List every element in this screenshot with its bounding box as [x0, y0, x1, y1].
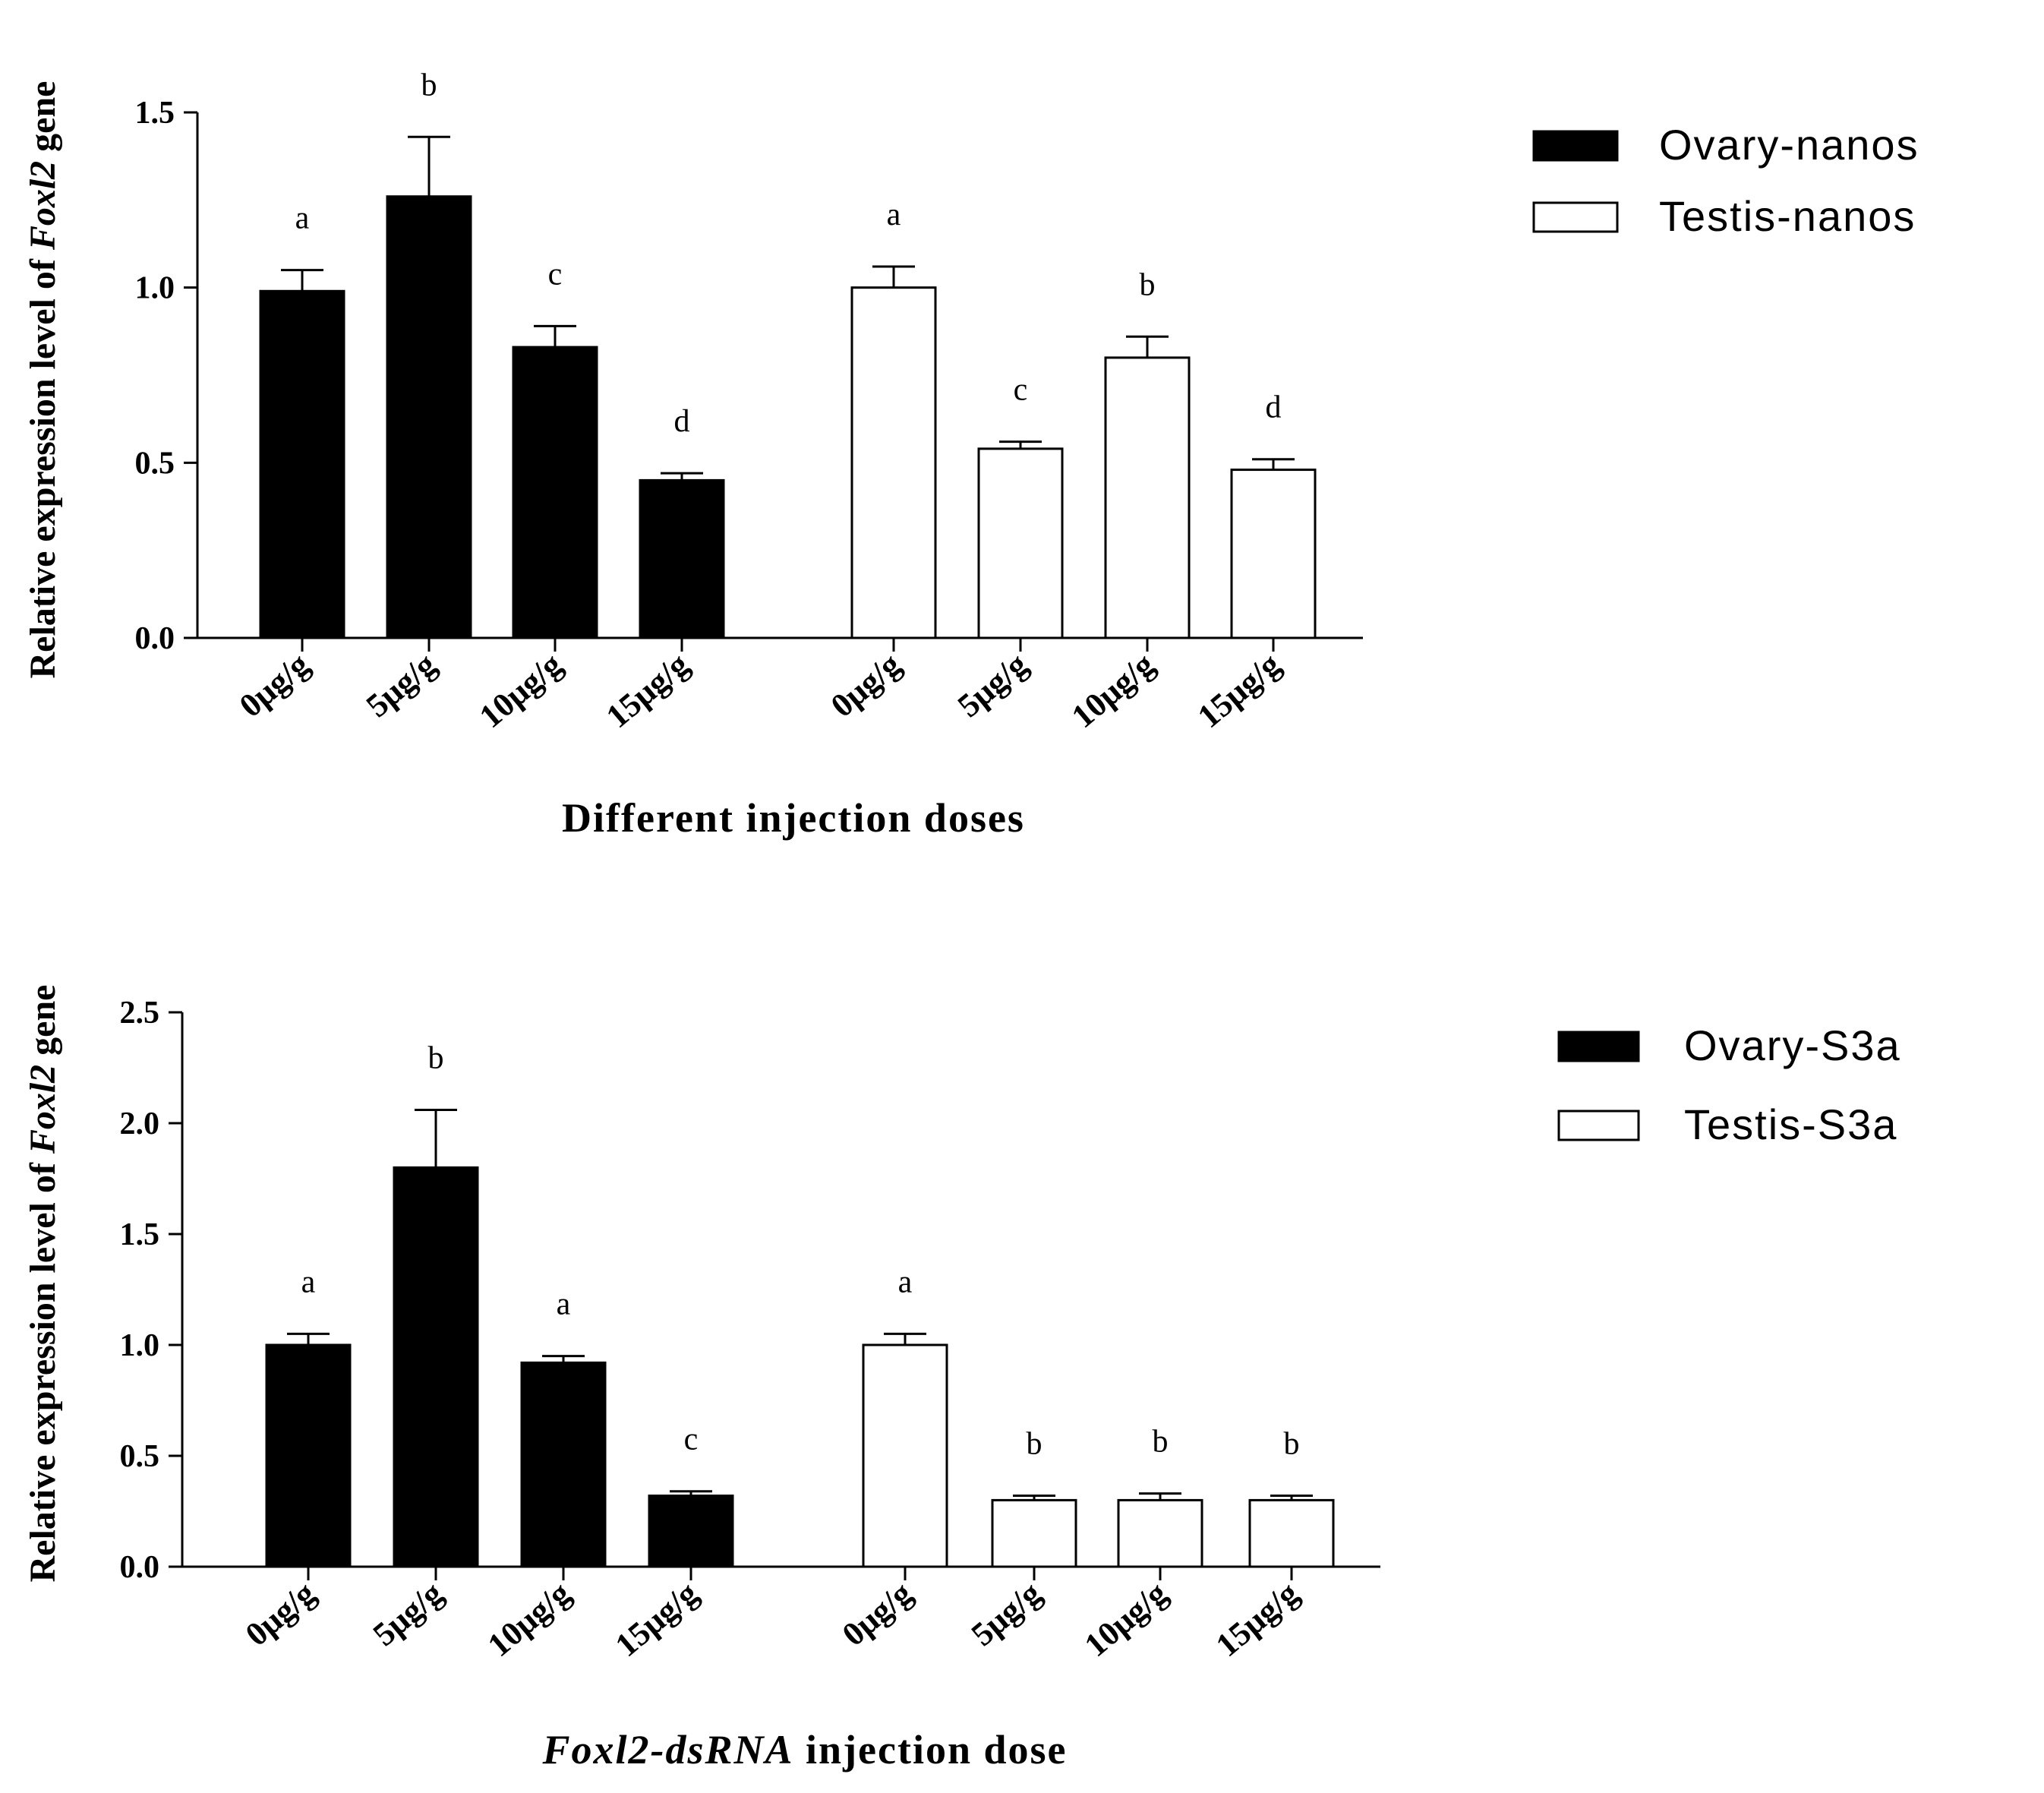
- y-tick-label: 0.0: [135, 621, 175, 656]
- legend-label: Testis-S3a: [1684, 1100, 1897, 1148]
- x-tick-label: 15μg/g: [608, 1574, 705, 1664]
- legend-label: Testis-nanos: [1659, 192, 1916, 240]
- x-tick-label: 10μg/g: [1065, 646, 1161, 735]
- significance-letter: a: [898, 1264, 913, 1299]
- significance-letter: a: [301, 1264, 316, 1299]
- significance-letter: a: [295, 201, 310, 236]
- bar-testis-s3a: [991, 1498, 1077, 1568]
- x-tick-label: 5μg/g: [366, 1574, 450, 1653]
- legend-swatch-ovary-nanos: [1532, 130, 1619, 162]
- bar-testis-s3a: [1248, 1498, 1335, 1568]
- x-axis-label-part: injection dose: [794, 1727, 1068, 1772]
- legend-label: Ovary-S3a: [1684, 1021, 1901, 1069]
- y-tick-label: 1.5: [120, 1217, 160, 1252]
- bar-testis-s3a: [862, 1343, 948, 1568]
- legend-label: Ovary-nanos: [1659, 121, 1919, 169]
- y-axis-label: Relative expression level of Foxl2 gene: [23, 985, 63, 1583]
- bar-ovary-nanos: [639, 478, 725, 639]
- significance-letter: a: [557, 1287, 571, 1322]
- x-tick-label: 0μg/g: [824, 646, 908, 724]
- significance-letter: b: [1284, 1427, 1300, 1462]
- x-tick-label: 5μg/g: [951, 646, 1035, 724]
- y-tick-label: 1.0: [135, 271, 175, 306]
- bar-ovary-s3a: [265, 1343, 352, 1568]
- bar-testis-nanos: [850, 286, 937, 639]
- y-tick-label: 0.5: [135, 446, 175, 481]
- y-axis-label: Relative expression level of Foxl2 gene: [23, 81, 63, 679]
- x-tick-label: 15μg/g: [1191, 646, 1287, 735]
- x-axis-label-part: Foxl2-dsRNA: [541, 1727, 793, 1772]
- x-tick-label: 10μg/g: [472, 646, 569, 735]
- x-tick-label: 10μg/g: [1077, 1574, 1174, 1664]
- significance-letter: d: [1266, 390, 1282, 425]
- significance-letter: c: [548, 257, 563, 292]
- y-tick-label: 1.5: [135, 96, 175, 131]
- significance-letter: d: [674, 404, 690, 439]
- x-tick-label: 0μg/g: [232, 646, 317, 724]
- bar-ovary-s3a: [648, 1495, 734, 1568]
- bar-testis-nanos: [1104, 356, 1191, 639]
- bar-ovary-nanos: [512, 346, 598, 639]
- y-axis-label-part: Relative expression level of: [23, 1154, 63, 1582]
- bar-testis-nanos: [1230, 469, 1317, 639]
- x-tick-label: 15μg/g: [1209, 1574, 1305, 1664]
- significance-letter: a: [887, 197, 901, 232]
- y-axis-label-part: Foxl2: [23, 161, 63, 251]
- x-tick-label: 10μg/g: [481, 1574, 577, 1664]
- significance-letter: b: [1027, 1427, 1043, 1462]
- y-axis-label-part: gene: [23, 81, 63, 161]
- bar-testis-s3a: [1117, 1498, 1203, 1568]
- y-axis-label-part: gene: [23, 985, 63, 1065]
- bar-ovary-nanos: [259, 289, 345, 639]
- y-axis-label-part: Foxl2: [23, 1065, 63, 1154]
- significance-letter: b: [421, 68, 437, 103]
- y-tick-label: 1.0: [120, 1328, 160, 1363]
- bar-testis-nanos: [977, 447, 1064, 639]
- chart-panel-top: 0.0 0.5 1.0 1.5 a 0μg/g b 5μg/g c 10μg/g d 15μg/g a 0…: [23, 68, 1919, 841]
- x-axis-label: Foxl2-dsRNA injection dose: [541, 1727, 1067, 1772]
- bar-ovary-s3a: [520, 1361, 607, 1568]
- x-axis-label-part: Different injection doses: [562, 795, 1025, 841]
- legend-swatch-testis-nanos: [1532, 201, 1619, 233]
- significance-letter: b: [1153, 1425, 1169, 1460]
- significance-letter: b: [1140, 267, 1156, 302]
- y-tick-label: 2.0: [120, 1106, 160, 1141]
- bar-ovary-s3a: [393, 1166, 479, 1568]
- y-axis-label-part: Relative expression level of: [23, 250, 63, 678]
- x-tick-label: 0μg/g: [238, 1574, 323, 1653]
- y-tick-label: 2.5: [120, 996, 160, 1031]
- significance-letter: c: [684, 1422, 699, 1457]
- y-tick-label: 0.5: [120, 1439, 160, 1474]
- x-tick-label: 0μg/g: [835, 1574, 919, 1653]
- x-tick-label: 5μg/g: [964, 1574, 1049, 1653]
- significance-letter: b: [428, 1040, 444, 1075]
- chart-panel-bottom: 0.0 0.5 1.0 1.5 2.0 2.5 a 0μg/g b 5μg/g a 10μg/g c 15…: [23, 985, 1901, 1773]
- y-tick-label: 0.0: [120, 1550, 160, 1585]
- legend-swatch-testis-s3a: [1557, 1110, 1640, 1141]
- x-axis-label: Different injection doses: [562, 795, 1025, 841]
- x-tick-label: 5μg/g: [359, 646, 443, 724]
- bar-ovary-nanos: [386, 195, 472, 639]
- legend-swatch-ovary-s3a: [1557, 1031, 1640, 1062]
- x-tick-label: 15μg/g: [599, 646, 696, 735]
- significance-letter: c: [1014, 373, 1028, 408]
